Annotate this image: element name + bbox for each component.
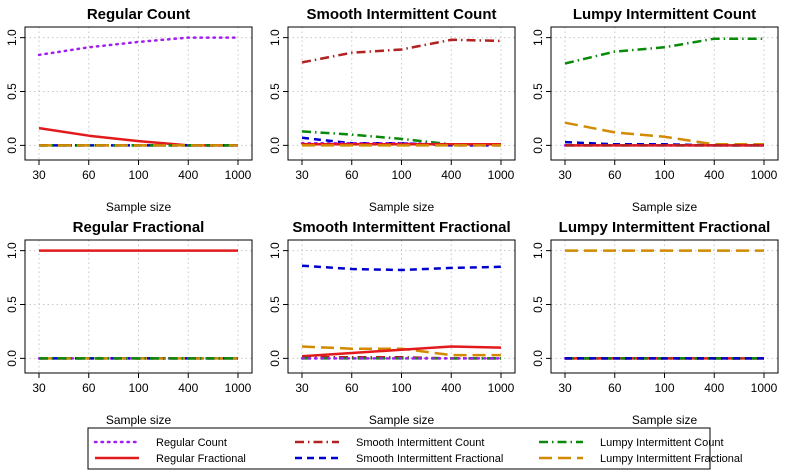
legend-item-rf: Regular Fractional: [95, 453, 246, 465]
series-group: [300, 264, 503, 360]
x-tick-label: 1000: [751, 381, 778, 395]
x-tick-label: 400: [178, 168, 198, 182]
series-line-lf: [564, 121, 764, 146]
y-tick-label: 1.0: [531, 242, 545, 259]
x-tick-label: 400: [704, 168, 724, 182]
x-tick-label: 30: [32, 381, 46, 395]
y-tick-label: 1.0: [268, 29, 282, 46]
x-tick-label: 1000: [225, 381, 252, 395]
x-tick-label: 60: [345, 168, 359, 182]
legend-item-sc: Smooth Intermittent Count: [295, 437, 484, 449]
x-tick-label: 1000: [751, 168, 778, 182]
legend-label: Lumpy Intermittent Fractional: [600, 453, 742, 465]
x-tick-label: 1000: [488, 381, 515, 395]
y-tick-label: 1.0: [531, 29, 545, 46]
legend-label: Regular Count: [156, 437, 227, 449]
x-tick-label: 60: [82, 168, 96, 182]
legend: Regular Count Regular Fractional Smooth In…: [87, 427, 742, 470]
panel-6: 30 60 100 400 1000 0.0 0.5 1.0 Lumpy Intermitten…: [531, 219, 779, 427]
x-tick-label: 30: [295, 168, 309, 182]
x-tick-label: 400: [178, 381, 198, 395]
x-tick-label: 30: [558, 168, 572, 182]
series-group: [300, 38, 503, 147]
y-tick-label: 0.5: [531, 296, 545, 313]
series-line-sf: [301, 264, 502, 272]
x-tick-label: 400: [441, 381, 461, 395]
panel-title: Lumpy Intermittent Fractional: [559, 219, 771, 236]
x-tick-label: 100: [654, 168, 674, 182]
x-axis-label: Sample size: [106, 200, 172, 214]
x-tick-label: 1000: [488, 168, 515, 182]
x-tick-label: 60: [345, 381, 359, 395]
series-line-rc: [37, 36, 240, 57]
x-axis-label: Sample size: [632, 413, 698, 427]
y-tick-label: 0.0: [5, 137, 19, 154]
x-tick-label: 400: [704, 381, 724, 395]
legend-label: Regular Fractional: [156, 453, 246, 465]
legend-item-lc: Lumpy Intermittent Count: [539, 437, 724, 449]
panel-title: Smooth Intermittent Fractional: [292, 219, 510, 236]
x-axis-label: Sample size: [369, 200, 435, 214]
series-group: [563, 249, 766, 360]
y-tick-label: 0.0: [268, 350, 282, 367]
panel-3: 30 60 100 400 1000 0.0 0.5 1.0 Lumpy Intermitten…: [531, 6, 779, 214]
x-tick-label: 100: [654, 381, 674, 395]
series-line-rf: [301, 345, 502, 358]
panel-1: 30 60 100 400 1000 0.0 0.5 1.0 Regular Count Samp…: [5, 6, 253, 214]
legend-item-rc: Regular Count: [93, 437, 227, 449]
panel-title: Regular Count: [87, 6, 190, 23]
x-axis-label: Sample size: [632, 200, 698, 214]
y-tick-label: 0.5: [5, 83, 19, 100]
x-tick-label: 100: [128, 168, 148, 182]
series-line-sc: [301, 38, 502, 64]
legend-item-lf: Lumpy Intermittent Fractional: [539, 453, 742, 465]
legend-label: Lumpy Intermittent Count: [600, 437, 724, 449]
x-tick-label: 400: [441, 168, 461, 182]
x-tick-label: 30: [32, 168, 46, 182]
y-tick-label: 0.5: [5, 296, 19, 313]
x-tick-label: 100: [391, 381, 411, 395]
panel-title: Lumpy Intermittent Count: [573, 6, 756, 23]
legend-box: [87, 427, 711, 470]
x-tick-label: 1000: [225, 168, 252, 182]
x-tick-label: 30: [558, 381, 572, 395]
y-tick-label: 0.0: [531, 137, 545, 154]
series-group: [37, 249, 240, 360]
y-tick-label: 0.5: [531, 83, 545, 100]
legend-label: Smooth Intermittent Count: [356, 437, 484, 449]
series-line-lc: [301, 130, 501, 146]
panel-5: 30 60 100 400 1000 0.0 0.5 1.0 Smooth Intermitte…: [268, 219, 516, 427]
series-group: [37, 36, 240, 147]
panel-title: Smooth Intermittent Count: [307, 6, 497, 23]
y-tick-label: 0.5: [268, 83, 282, 100]
x-tick-label: 100: [391, 168, 411, 182]
x-tick-label: 30: [295, 381, 309, 395]
series-line-rf: [38, 126, 238, 147]
y-tick-label: 1.0: [268, 242, 282, 259]
y-tick-label: 0.0: [5, 350, 19, 367]
y-tick-label: 0.0: [268, 137, 282, 154]
panel-2: 30 60 100 400 1000 0.0 0.5 1.0 Smooth Intermitte…: [268, 6, 516, 214]
y-tick-label: 1.0: [5, 242, 19, 259]
legend-label: Smooth Intermittent Fractional: [356, 453, 503, 465]
x-tick-label: 60: [608, 381, 622, 395]
series-group: [563, 37, 766, 147]
panel-title: Regular Fractional: [73, 219, 205, 236]
legend-item-sf: Smooth Intermittent Fractional: [295, 453, 503, 465]
y-tick-label: 0.0: [531, 350, 545, 367]
x-axis-label: Sample size: [369, 413, 435, 427]
x-axis-label: Sample size: [106, 413, 172, 427]
x-tick-label: 100: [128, 381, 148, 395]
x-tick-label: 60: [608, 168, 622, 182]
panel-4: 30 60 100 400 1000 0.0 0.5 1.0 Regular Fractiona…: [5, 219, 253, 427]
x-tick-label: 60: [82, 381, 96, 395]
y-tick-label: 0.5: [268, 296, 282, 313]
series-line-lc: [564, 37, 764, 65]
y-tick-label: 1.0: [5, 29, 19, 46]
